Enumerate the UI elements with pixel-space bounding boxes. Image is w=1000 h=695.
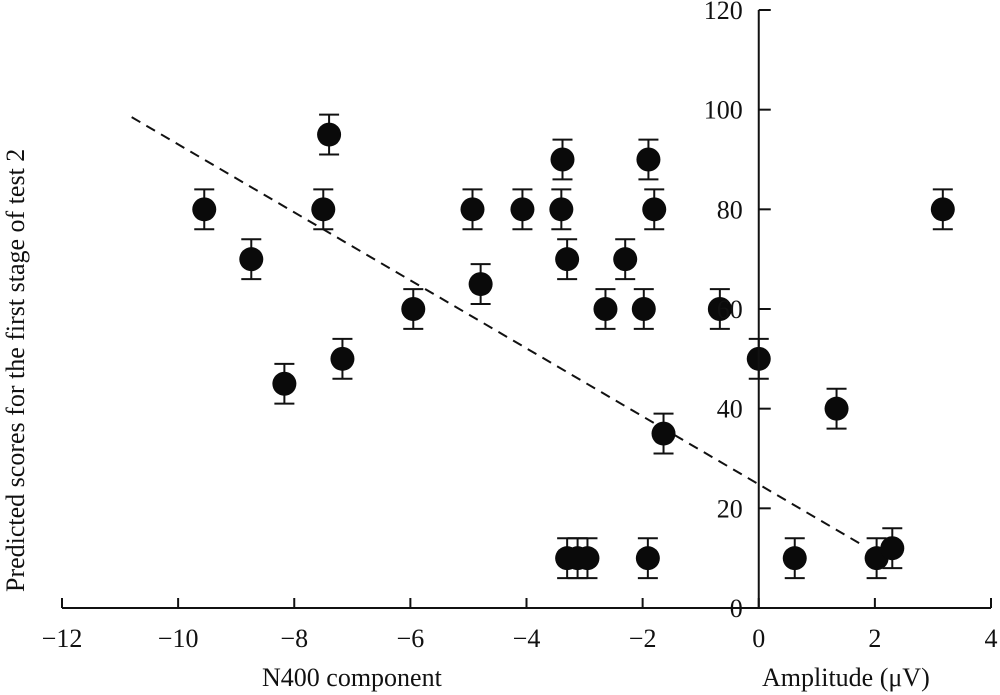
- y-tick-label: 100: [704, 96, 743, 125]
- x-tick-label: −8: [280, 624, 308, 653]
- point-marker: [575, 546, 600, 571]
- x-tick-label: −10: [158, 624, 199, 653]
- point-marker: [401, 297, 426, 321]
- y-tick-label: 80: [717, 195, 743, 224]
- data-point: [880, 527, 905, 570]
- data-point: [330, 337, 355, 380]
- data-point: [460, 188, 485, 231]
- point-marker: [824, 396, 849, 421]
- data-point: [651, 412, 676, 455]
- trend-line-layer: [131, 116, 864, 547]
- data-point: [575, 537, 600, 580]
- data-point: [635, 537, 660, 580]
- y-tick-label: 40: [717, 395, 743, 424]
- y-axis-title: Predicted scores for the first stage of …: [1, 149, 30, 592]
- point-marker: [555, 247, 580, 272]
- data-point: [192, 188, 217, 231]
- point-marker: [930, 197, 955, 222]
- data-point: [642, 188, 667, 231]
- x-axis-title-left: N400 component: [262, 663, 443, 692]
- x-tick-label: −6: [397, 624, 425, 653]
- point-marker: [468, 272, 493, 297]
- x-tick-label: −12: [42, 624, 83, 653]
- data-point: [593, 288, 618, 330]
- point-marker: [317, 122, 342, 147]
- point-marker: [272, 371, 297, 396]
- x-tick-label: −4: [513, 624, 541, 653]
- point-marker: [311, 197, 336, 222]
- data-point: [468, 263, 493, 306]
- x-tick-label: 0: [752, 624, 765, 653]
- point-marker: [593, 297, 618, 321]
- data-points-layer: [192, 113, 955, 580]
- point-marker: [613, 247, 638, 272]
- x-tick-label: −2: [629, 624, 657, 653]
- data-point: [272, 362, 297, 405]
- data-point: [510, 188, 535, 231]
- x-tick-label: 2: [868, 624, 881, 653]
- point-marker: [631, 297, 656, 321]
- y-tick-label: 120: [704, 0, 743, 25]
- data-point: [311, 188, 336, 231]
- data-point: [636, 138, 661, 181]
- point-marker: [635, 546, 660, 571]
- data-point: [782, 537, 807, 580]
- point-marker: [330, 346, 355, 371]
- data-point: [930, 188, 955, 231]
- point-marker: [782, 546, 807, 571]
- trend-line: [131, 116, 864, 547]
- data-point: [401, 288, 426, 330]
- point-marker: [636, 147, 661, 172]
- point-marker: [239, 247, 264, 272]
- y-tick-label: 20: [717, 494, 743, 523]
- point-marker: [880, 536, 905, 561]
- point-marker: [651, 421, 676, 446]
- point-marker: [642, 197, 667, 222]
- point-marker: [550, 147, 575, 172]
- data-point: [555, 238, 580, 281]
- data-point: [317, 113, 342, 156]
- data-point: [239, 238, 264, 281]
- data-point: [631, 288, 656, 330]
- data-point: [707, 288, 732, 330]
- point-marker: [549, 197, 574, 222]
- point-marker: [460, 197, 485, 222]
- data-point: [824, 387, 849, 430]
- x-axis-title-right: Amplitude (μV): [762, 663, 930, 692]
- point-marker: [192, 197, 217, 222]
- point-marker: [510, 197, 535, 222]
- data-point: [550, 138, 575, 181]
- data-point: [613, 238, 638, 281]
- data-point: [549, 188, 574, 231]
- x-tick-label: 4: [985, 624, 998, 653]
- point-marker: [707, 297, 732, 321]
- y-tick-label: 0: [730, 594, 743, 623]
- y-tick-label: 60: [717, 295, 743, 324]
